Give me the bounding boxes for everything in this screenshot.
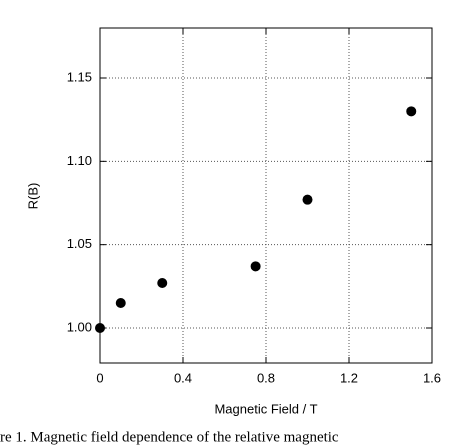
y-tick-label: 1.00 [67,319,92,334]
data-point [95,323,105,333]
figure-caption: re 1. Magnetic field dependence of the r… [0,429,339,445]
x-tick-label: 0.8 [257,370,275,385]
data-point [157,278,168,288]
plot-frame [99,27,433,364]
y-tick-label: 1.10 [67,153,92,168]
data-point [406,106,417,117]
data-point [115,298,126,308]
x-axis-label: Magnetic Field / T [214,401,317,416]
x-tick-label: 1.6 [423,370,441,385]
y-tick-label: 1.05 [67,236,92,251]
data-point [250,261,261,272]
y-axis-label: R(B) [25,183,40,210]
y-tick-label: 1.15 [67,69,92,84]
x-tick-label: 0 [96,370,103,385]
x-tick-label: 1.2 [340,370,358,385]
data-point [302,194,313,205]
x-tick-label: 0.4 [174,370,192,385]
